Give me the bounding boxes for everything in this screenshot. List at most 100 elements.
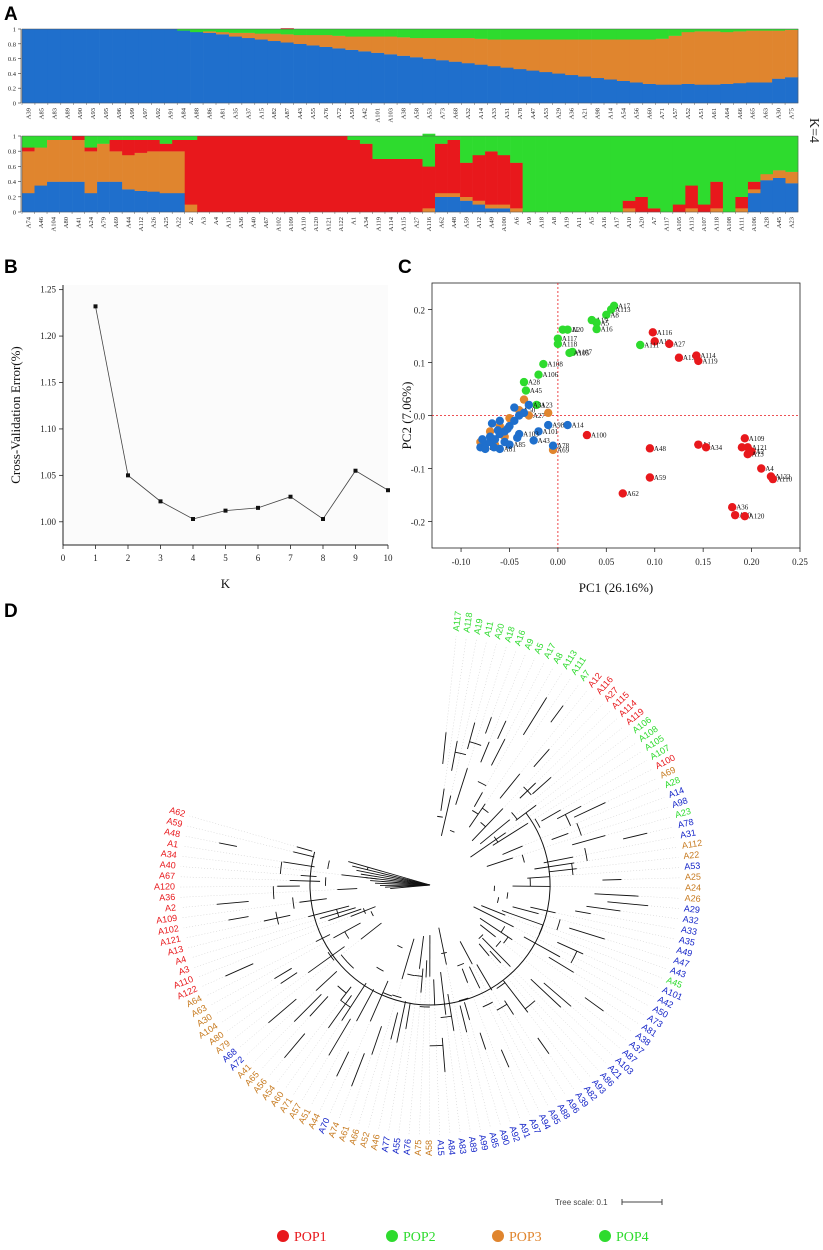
cv-error-point [288, 494, 293, 499]
admixture-bar-pop2 [397, 29, 411, 38]
admixture-sample-label: A41 [75, 217, 82, 228]
tree-internal-arc [472, 810, 479, 815]
tree-branch [492, 822, 529, 846]
tree-leaf-label: A67 [159, 870, 175, 881]
pca-point-pop4 [478, 435, 487, 444]
pca-point-pop4 [513, 433, 522, 442]
tree-branch [328, 995, 352, 1029]
tree-leaf-guide [183, 919, 229, 929]
pca-point-pop1 [737, 443, 747, 452]
tree-branch [293, 851, 315, 858]
pca-point-pop2 [606, 305, 616, 314]
admixture-sample-label: A76 [323, 107, 330, 119]
tree-leaf-guide [183, 845, 284, 863]
tree-internal-arc [376, 966, 384, 972]
tree-branch [523, 936, 561, 958]
admixture-sample-label: A122 [338, 217, 345, 231]
admixture-bar-pop2 [254, 29, 269, 34]
tree-internal-arc [336, 909, 340, 918]
tree-leaf-guide [472, 963, 548, 1106]
pca-point-pop4 [510, 403, 519, 412]
admixture-bar-pop3 [84, 151, 98, 194]
pca-point-label: A23 [541, 401, 554, 409]
admixture-bar-pop4 [539, 71, 553, 104]
admixture-sample-label: A15 [258, 108, 265, 119]
admixture-bar-pop2 [591, 29, 605, 40]
admixture-bar-pop2 [560, 136, 574, 213]
admixture-sample-label: A80 [63, 217, 70, 228]
admixture-bar-pop2 [332, 29, 346, 36]
tree-leaf-guide [466, 1032, 491, 1128]
admixture-bar-pop3 [280, 34, 294, 43]
tree-leaf-label: A112 [681, 838, 703, 851]
tree-branch [441, 1037, 446, 1072]
admixture-bar-pop1 [647, 208, 661, 213]
admixture-bar-pop4 [203, 32, 217, 104]
tree-internal-arc [500, 926, 506, 933]
pca-x-tick-label: 0.10 [647, 557, 663, 567]
pca-y-tick-label: 0.1 [414, 359, 425, 369]
admixture-bar-pop2 [384, 136, 398, 159]
admixture-sample-label: A47 [530, 107, 537, 119]
tree-leaf-guide [638, 895, 680, 899]
admixture-sample-label: A44 [125, 216, 132, 228]
admixture-bar-pop2 [578, 29, 592, 40]
tree-internal-arc [292, 897, 295, 909]
tree-branch [463, 1002, 470, 1020]
admixture-bar-pop4 [22, 193, 35, 213]
admixture-bar-pop4 [86, 29, 100, 104]
admixture-bar-pop2 [572, 136, 586, 213]
admixture-bar-pop1 [259, 136, 273, 213]
admixture-y-tick: 0 [13, 101, 16, 108]
admixture-bar-pop2 [280, 29, 294, 35]
tree-internal-arc [455, 751, 467, 756]
admixture-sample-label: A72 [336, 108, 343, 119]
tree-branch [501, 910, 544, 926]
admixture-bar-pop4 [34, 185, 48, 213]
tree-leaf-guide [574, 846, 678, 864]
admixture-sample-label: A120 [313, 217, 320, 231]
admixture-bar-pop4 [655, 84, 669, 104]
pca-point-pop1 [645, 444, 655, 453]
admixture-sample-label: A60 [646, 108, 653, 119]
admixture-bar-pop1 [347, 139, 361, 213]
admixture-bar-pop2 [585, 136, 599, 213]
admixture-bar-pop1 [685, 185, 699, 209]
tree-leaf-guide [197, 916, 351, 978]
admixture-bar-pop3 [345, 36, 359, 50]
tree-branch [328, 1018, 351, 1056]
tree-leaf-guide [453, 1030, 471, 1132]
tree-branch [522, 697, 548, 736]
pca-point-label: A111 [644, 342, 660, 350]
admixture-bar-pop3 [747, 189, 761, 194]
admixture-sample-label: A27 [413, 216, 420, 228]
tree-leaf-guide [568, 797, 665, 834]
admixture-bar-pop2 [447, 136, 461, 140]
admixture-sample-label: A2 [188, 217, 195, 225]
admixture-bar-pop1 [309, 136, 323, 213]
admixture-sample-label: A85 [38, 108, 45, 119]
cv-error-point [126, 473, 130, 478]
tree-leaf-guide [485, 1049, 511, 1122]
admixture-bar-pop4 [759, 82, 773, 104]
tree-branch [503, 980, 529, 1013]
tree-leaf-label: A48 [163, 826, 181, 839]
admixture-sample-label: A74 [25, 216, 32, 228]
tree-leaf-guide [311, 1020, 357, 1106]
tree-branch [447, 994, 455, 1031]
admixture-sample-label: A111 [739, 217, 746, 231]
admixture-bar-pop2 [707, 29, 721, 32]
admixture-sample-label: A3 [200, 217, 207, 225]
tree-leaf-guide [188, 916, 309, 949]
tree-branch [371, 1026, 382, 1055]
admixture-y-tick: 1 [13, 27, 16, 34]
admixture-bar-pop4 [293, 43, 307, 104]
cv-error-point [256, 505, 260, 510]
admixture-bar-pop2 [216, 29, 230, 33]
admixture-bar-pop4 [500, 67, 514, 104]
admixture-bar-pop2 [203, 29, 217, 32]
admixture-bar-pop2 [746, 29, 760, 31]
tree-leaf-label: A75 [413, 1140, 424, 1156]
pca-y-tick-label: -0.1 [411, 465, 425, 475]
